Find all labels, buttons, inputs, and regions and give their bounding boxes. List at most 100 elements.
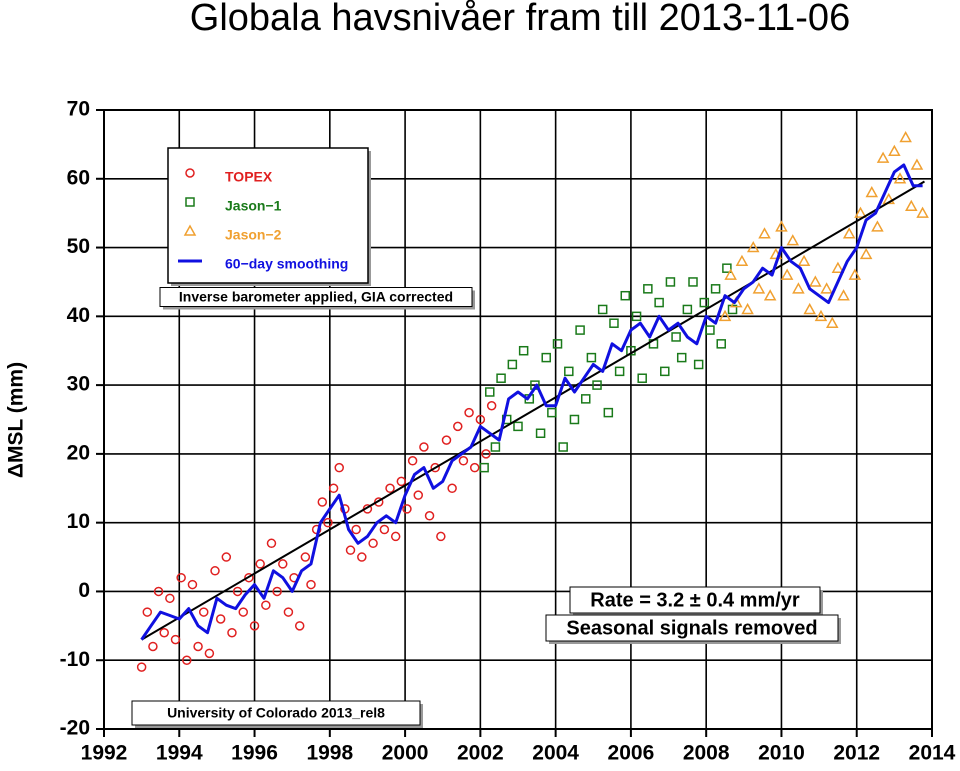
point xyxy=(654,297,664,308)
point xyxy=(842,227,856,239)
y-tick-label: 70 xyxy=(67,98,90,121)
point xyxy=(580,394,591,404)
point xyxy=(597,304,608,315)
point xyxy=(475,414,486,425)
y-axis-label: ΔMSL (mm) xyxy=(5,362,28,478)
point xyxy=(513,421,523,432)
point xyxy=(710,284,721,294)
point xyxy=(136,662,147,672)
y-tick-label: 40 xyxy=(67,304,90,327)
point xyxy=(232,586,243,597)
point xyxy=(809,275,822,287)
point xyxy=(479,462,489,473)
x-tick-label: 2004 xyxy=(532,742,579,765)
point xyxy=(261,600,271,610)
legend-label: TOPEX xyxy=(225,169,273,185)
point xyxy=(637,373,647,383)
point xyxy=(396,476,407,487)
point xyxy=(905,199,918,212)
x-tick-label: 2008 xyxy=(683,742,730,765)
point xyxy=(306,579,316,590)
point xyxy=(899,130,912,143)
smoothing-line xyxy=(140,163,923,641)
annotation-box xyxy=(159,287,473,307)
point xyxy=(888,144,901,157)
point xyxy=(182,655,192,665)
point xyxy=(746,241,760,253)
point xyxy=(176,572,186,583)
point xyxy=(142,607,153,617)
point xyxy=(294,621,305,631)
point xyxy=(552,339,563,349)
point xyxy=(682,304,693,315)
point xyxy=(724,268,737,280)
y-tick-label: -10 xyxy=(60,648,90,671)
point xyxy=(614,366,625,377)
point xyxy=(419,442,429,452)
point xyxy=(357,552,367,562)
x-tick-label: 1994 xyxy=(156,742,203,765)
point xyxy=(699,297,710,308)
point xyxy=(221,552,232,562)
point xyxy=(351,524,361,535)
point xyxy=(255,559,265,569)
annotation: Inverse barometer applied, GIA corrected xyxy=(179,289,453,305)
point xyxy=(210,566,220,576)
point xyxy=(490,442,501,452)
x-tick-label: 1996 xyxy=(231,742,278,765)
y-tick-label: 0 xyxy=(78,579,90,602)
point xyxy=(547,407,557,418)
point xyxy=(831,261,845,273)
point xyxy=(518,345,529,356)
point xyxy=(893,172,907,184)
point xyxy=(334,462,344,473)
point xyxy=(592,380,602,390)
point xyxy=(159,627,169,638)
point xyxy=(741,302,754,315)
legend-label: Jason−1 xyxy=(225,198,282,214)
point xyxy=(535,428,546,439)
point xyxy=(170,634,181,645)
point xyxy=(469,462,480,473)
point xyxy=(424,511,435,521)
point xyxy=(620,290,631,301)
legend-marker xyxy=(183,224,197,236)
point xyxy=(317,497,328,507)
x-tick-label: 2010 xyxy=(758,742,805,765)
y-tick-label: -20 xyxy=(60,717,90,740)
point xyxy=(402,504,412,514)
point xyxy=(859,247,873,260)
point xyxy=(735,254,749,267)
point xyxy=(916,206,929,218)
legend-marker xyxy=(185,197,195,207)
point xyxy=(575,325,585,335)
y-tick-label: 60 xyxy=(67,166,90,189)
point xyxy=(272,586,282,597)
point xyxy=(148,641,158,652)
annotation: Seasonal signals removed xyxy=(566,617,817,639)
point xyxy=(564,366,574,377)
point xyxy=(865,185,879,198)
y-tick-label: 30 xyxy=(67,373,90,396)
trend-line xyxy=(141,180,925,641)
point xyxy=(441,435,452,445)
point xyxy=(165,593,175,604)
point xyxy=(485,387,495,397)
point xyxy=(792,282,805,294)
point xyxy=(453,421,463,432)
point xyxy=(481,449,491,459)
point xyxy=(763,289,777,301)
point xyxy=(249,621,260,631)
point xyxy=(345,545,356,555)
point xyxy=(716,339,726,349)
point xyxy=(603,407,614,418)
point xyxy=(722,263,732,273)
point xyxy=(323,517,333,528)
point xyxy=(775,220,788,232)
annotation-box xyxy=(131,700,421,726)
annotation: University of Colorado 2013_rel8 xyxy=(167,705,385,721)
point xyxy=(558,442,568,452)
x-tick-label: 1998 xyxy=(306,742,353,765)
point xyxy=(676,352,687,363)
